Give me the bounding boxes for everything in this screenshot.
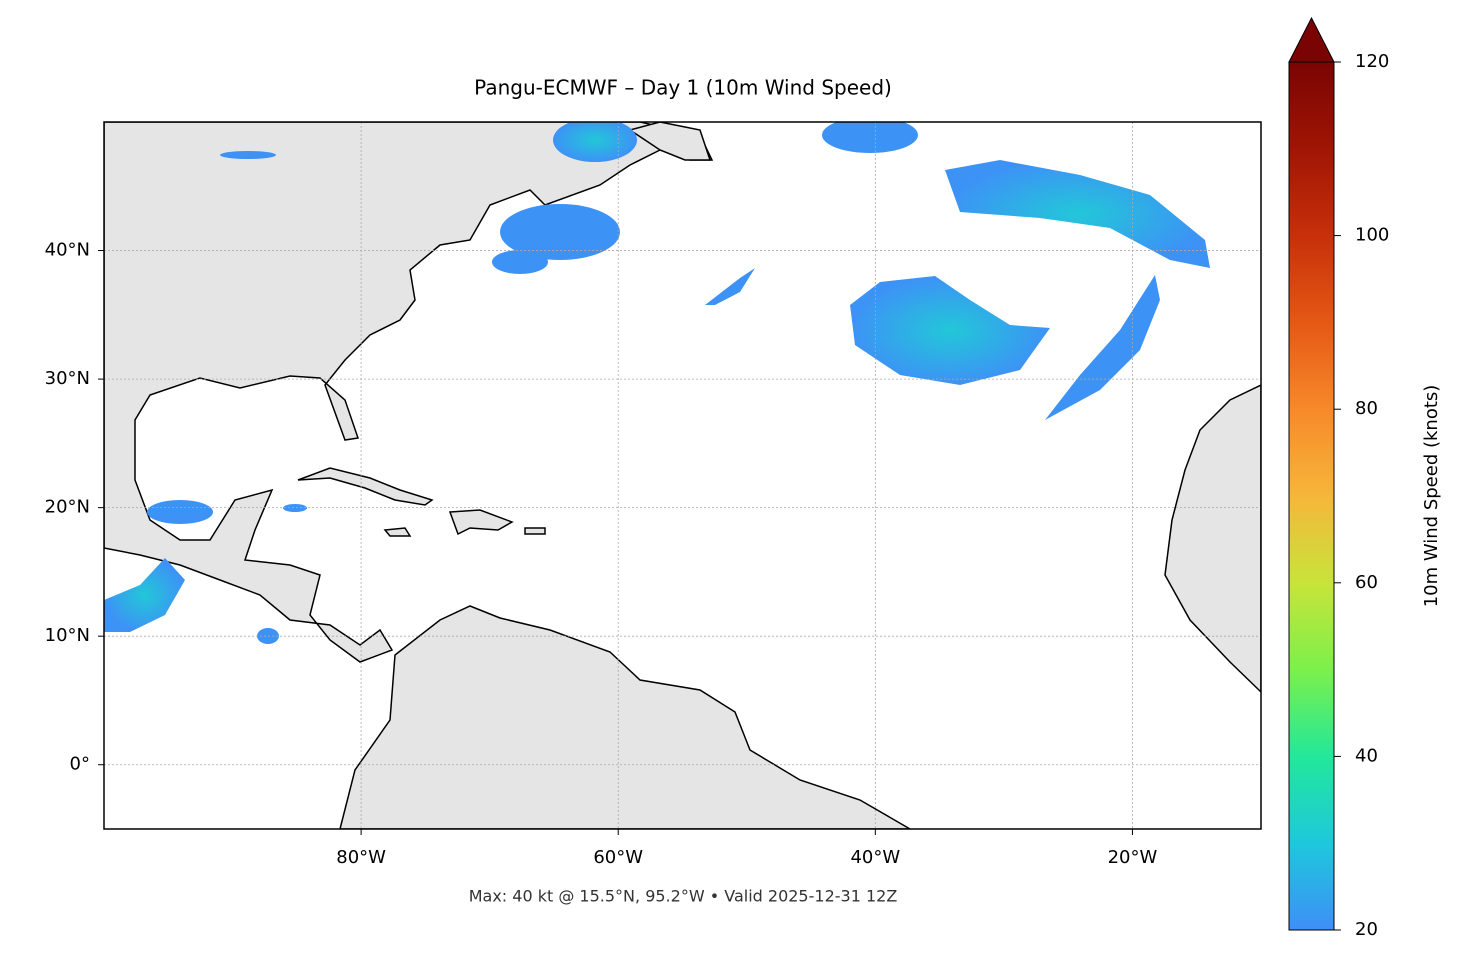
map-footer: Max: 40 kt @ 15.5°N, 95.2°W • Valid 2025… (469, 887, 898, 906)
wind-area (220, 151, 276, 159)
south-america (339, 605, 912, 829)
newfoundland (628, 122, 712, 161)
x-tick-label: 20°W (1108, 847, 1158, 868)
colorbar-extend (1288, 16, 1335, 63)
wind-area (553, 122, 637, 162)
colorbar-tick-label: 40 (1355, 745, 1378, 766)
colorbar (1288, 61, 1335, 931)
wind-area (705, 268, 755, 305)
wind-area (850, 276, 1050, 385)
x-tick-label: 40°W (850, 847, 900, 868)
map-area (104, 122, 1261, 829)
puerto-rico (524, 527, 546, 535)
wind-area (283, 504, 307, 512)
map-title: Pangu-ECMWF – Day 1 (10m Wind Speed) (474, 76, 892, 100)
y-tick-label: 40°N (45, 240, 90, 261)
jamaica (383, 527, 412, 537)
colorbar-tick-label: 120 (1355, 51, 1389, 72)
y-tick-label: 0° (70, 754, 90, 775)
africa (1164, 384, 1261, 694)
colorbar-tick-label: 80 (1355, 398, 1378, 419)
north-america (104, 122, 714, 663)
wind-area (492, 250, 548, 274)
colorbar-tick-label: 20 (1355, 919, 1378, 940)
y-tick-label: 10°N (45, 625, 90, 646)
wind-area (500, 204, 620, 260)
wind-area (1045, 275, 1160, 420)
x-tick-label: 60°W (593, 847, 643, 868)
wind-area (147, 500, 213, 524)
wind-area (104, 558, 185, 632)
colorbar-label: 10m Wind Speed (knots) (1421, 385, 1442, 608)
x-tick-label: 80°W (336, 847, 386, 868)
map-frame (103, 121, 1262, 830)
colorbar-tick-label: 100 (1355, 225, 1389, 246)
cuba (297, 467, 434, 506)
hispaniola (448, 509, 514, 536)
y-tick-label: 30°N (45, 368, 90, 389)
wind-area (945, 160, 1210, 268)
y-tick-label: 20°N (45, 497, 90, 518)
colorbar-tick-label: 60 (1355, 572, 1378, 593)
wind-area (822, 122, 918, 153)
wind-field (104, 122, 1210, 644)
